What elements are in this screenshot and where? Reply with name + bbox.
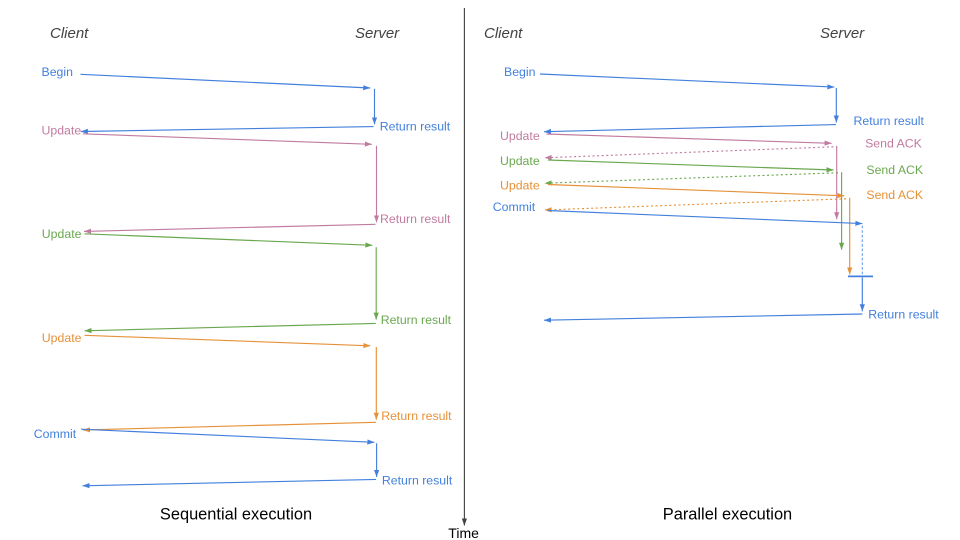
svg-text:Return result: Return result — [854, 114, 925, 128]
svg-text:Sequential execution: Sequential execution — [160, 506, 312, 524]
svg-text:Server: Server — [820, 25, 865, 42]
svg-text:Update: Update — [42, 123, 82, 137]
svg-text:Parallel execution: Parallel execution — [663, 506, 792, 524]
svg-text:Begin: Begin — [42, 65, 74, 79]
svg-text:Update: Update — [500, 129, 540, 143]
svg-text:Return result: Return result — [381, 313, 452, 327]
svg-text:Update: Update — [500, 178, 540, 192]
svg-text:Server: Server — [355, 25, 400, 42]
svg-text:Commit: Commit — [34, 427, 77, 441]
svg-text:Client: Client — [50, 25, 89, 42]
svg-text:Send ACK: Send ACK — [866, 163, 924, 177]
svg-text:Send ACK: Send ACK — [865, 137, 923, 151]
svg-text:Begin: Begin — [504, 65, 536, 79]
svg-text:Return result: Return result — [380, 212, 451, 226]
svg-text:Send ACK: Send ACK — [866, 188, 924, 202]
svg-text:Update: Update — [500, 154, 540, 168]
svg-text:Return result: Return result — [382, 474, 453, 488]
svg-text:Update: Update — [42, 227, 82, 241]
svg-text:Update: Update — [42, 331, 82, 345]
svg-text:Commit: Commit — [493, 200, 536, 214]
svg-text:Return result: Return result — [381, 409, 452, 423]
svg-text:Return result: Return result — [380, 120, 451, 134]
svg-text:Return result: Return result — [868, 308, 939, 322]
svg-text:Client: Client — [484, 25, 523, 42]
svg-text:Time: Time — [448, 525, 479, 540]
